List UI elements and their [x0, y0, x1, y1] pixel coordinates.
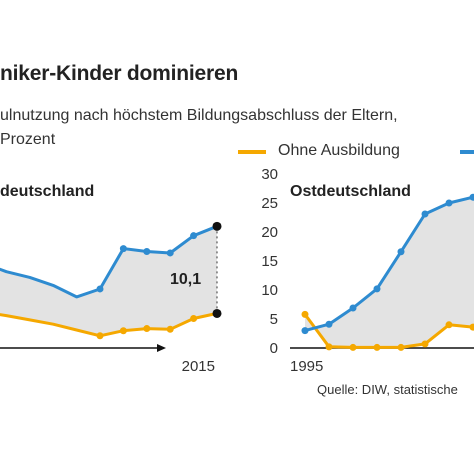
data-point-orange-east — [325, 343, 333, 351]
data-point-orange-west — [166, 325, 174, 333]
data-point-blue-east — [373, 285, 381, 293]
data-point-orange-west — [190, 314, 198, 322]
data-point-orange-east — [349, 343, 357, 351]
y-tick-label: 10 — [261, 282, 278, 299]
data-point-orange-west — [143, 325, 151, 333]
chart-subtitle: ulnutzung nach höchstem Bildungsabschlus… — [0, 104, 398, 152]
data-point-orange-east — [469, 323, 474, 331]
source-note: Quelle: DIW, statistische — [317, 382, 458, 397]
x-tick-label-east: 1995 — [290, 358, 323, 375]
data-point-orange-east — [445, 321, 453, 329]
endpoint-marker-orange — [212, 308, 222, 318]
x-tick-label-west: 2015 — [182, 358, 215, 375]
data-point-blue-west — [119, 245, 127, 253]
y-tick-label: 0 — [270, 340, 278, 357]
endpoint-marker-blue — [212, 221, 222, 231]
x-axis-arrow-icon — [157, 344, 166, 352]
data-point-orange-west — [96, 332, 104, 340]
data-point-blue-west — [143, 248, 151, 256]
data-point-blue-east — [469, 193, 474, 201]
y-tick-label: 30 — [261, 166, 278, 183]
panel-title-west: deutschland — [0, 183, 94, 200]
y-tick-label: 20 — [261, 224, 278, 241]
data-point-blue-east — [325, 320, 333, 328]
legend-swatch-orange — [238, 150, 266, 154]
data-point-blue-west — [190, 232, 198, 240]
data-point-orange-east — [421, 340, 429, 348]
data-point-blue-east — [349, 304, 357, 312]
data-point-orange-east — [301, 310, 309, 318]
legend-label: Ohne Ausbildung — [278, 142, 400, 159]
data-point-blue-east — [421, 210, 429, 218]
legend-swatch-blue — [460, 150, 474, 154]
chart-title: niker-Kinder dominieren — [0, 62, 239, 85]
data-point-blue-east — [397, 248, 405, 256]
data-point-blue-east — [445, 199, 453, 207]
subtitle-line-2: Prozent — [0, 131, 56, 148]
gap-annotation: 10,1 — [170, 271, 201, 288]
y-tick-label: 5 — [270, 311, 278, 328]
data-point-orange-east — [397, 343, 405, 351]
y-tick-label: 25 — [261, 195, 278, 212]
panel-title-east: Ostdeutschland — [290, 183, 411, 200]
data-point-blue-west — [96, 285, 104, 293]
data-point-blue-west — [166, 249, 174, 257]
subtitle-line-1: ulnutzung nach höchstem Bildungsabschlus… — [0, 107, 398, 124]
data-point-orange-east — [373, 343, 381, 351]
data-point-orange-west — [119, 327, 127, 335]
y-tick-label: 15 — [261, 253, 278, 270]
data-point-blue-east — [301, 327, 309, 335]
